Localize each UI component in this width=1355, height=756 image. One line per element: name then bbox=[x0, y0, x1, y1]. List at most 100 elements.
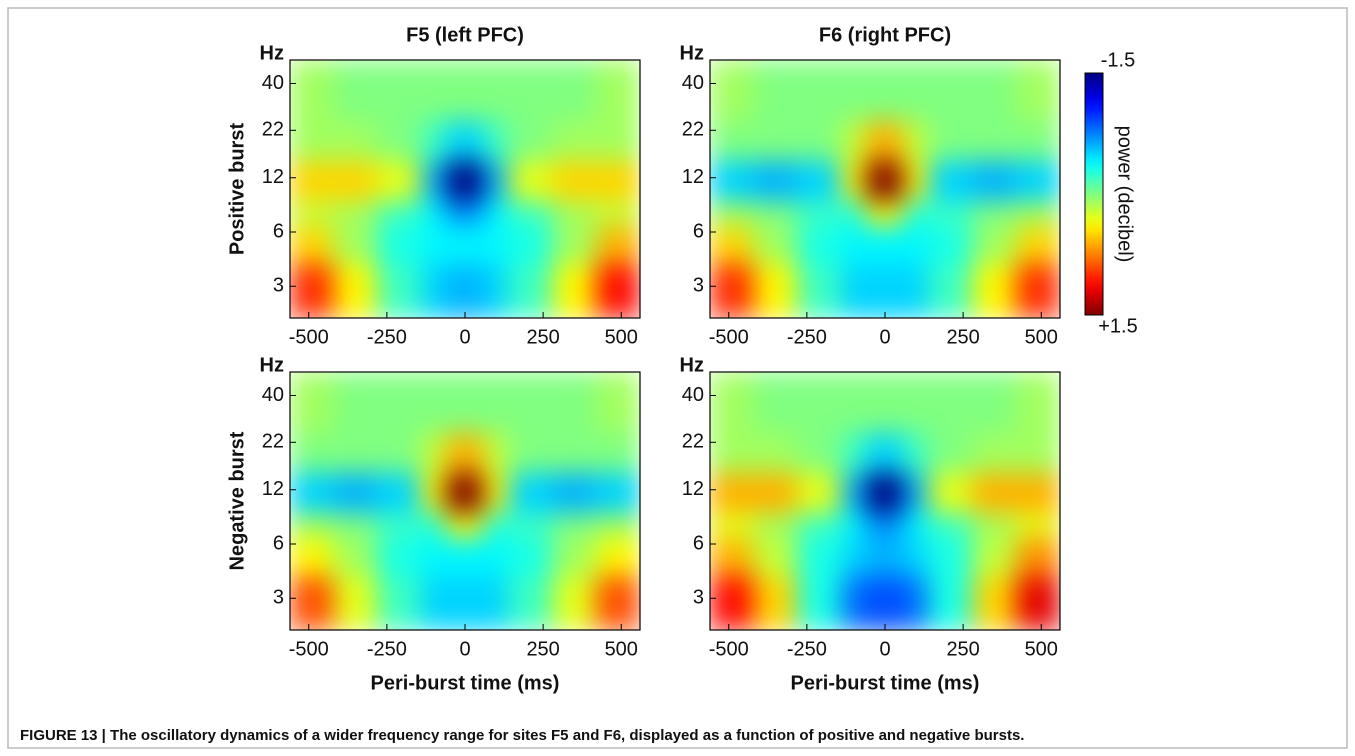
heatmap-cell bbox=[333, 471, 378, 513]
heatmap-cell bbox=[420, 575, 447, 630]
heatmap-cell bbox=[865, 575, 905, 630]
heatmap-cell bbox=[840, 471, 867, 513]
heatmap-cell bbox=[445, 263, 485, 318]
heatmap-cell bbox=[840, 431, 867, 473]
heatmap-cell bbox=[508, 372, 553, 433]
x-tick-label: 250 bbox=[526, 638, 559, 660]
heatmap-cell bbox=[840, 372, 867, 433]
y-tick-label: 22 bbox=[682, 119, 704, 141]
y-unit: Hz bbox=[260, 42, 284, 64]
y-tick-label: 22 bbox=[262, 119, 284, 141]
heatmap-cell bbox=[972, 199, 1017, 227]
y-tick-label: 12 bbox=[682, 478, 704, 500]
heatmap-cell bbox=[928, 511, 973, 539]
heatmap-cell bbox=[1015, 60, 1060, 121]
heatmap-cell bbox=[840, 511, 867, 539]
heatmap-cell bbox=[710, 575, 755, 630]
heatmap-cell bbox=[333, 263, 378, 318]
panel-title: F5 (left PFC) bbox=[406, 24, 524, 46]
colorbar-label: power (decibel) bbox=[1114, 126, 1136, 263]
heatmap-cell bbox=[445, 431, 485, 473]
x-tick-label: 0 bbox=[879, 326, 890, 348]
heatmap-cell bbox=[552, 199, 597, 227]
heatmap-cell bbox=[420, 511, 447, 539]
heatmap-cell bbox=[595, 60, 640, 121]
heatmap-cell bbox=[508, 225, 553, 265]
heatmap-cell bbox=[710, 60, 755, 121]
heatmap-cell bbox=[333, 60, 378, 121]
x-tick-label: 250 bbox=[946, 638, 979, 660]
heatmap-cell bbox=[903, 575, 930, 630]
heatmap-cell bbox=[865, 119, 905, 161]
heatmap-cell bbox=[840, 537, 867, 577]
heatmap-cell bbox=[972, 159, 1017, 201]
x-tick-label: 500 bbox=[605, 326, 638, 348]
heatmap-cell bbox=[290, 431, 335, 473]
heatmap-cell bbox=[483, 60, 510, 121]
heatmap-cell bbox=[420, 431, 447, 473]
heatmap-cell bbox=[710, 199, 755, 227]
heatmap-cell bbox=[420, 537, 447, 577]
heatmap-cell bbox=[797, 471, 842, 513]
y-tick-label: 40 bbox=[682, 72, 704, 94]
heatmap-cell bbox=[1015, 263, 1060, 318]
y-tick-label: 12 bbox=[262, 478, 284, 500]
heatmap-cell bbox=[903, 199, 930, 227]
heatmap-cell bbox=[595, 575, 640, 630]
colorbar-tick-label: +1.5 bbox=[1098, 315, 1137, 337]
heatmap-cell bbox=[552, 60, 597, 121]
heatmap-cell bbox=[903, 537, 930, 577]
x-axis-label: Peri-burst time (ms) bbox=[791, 672, 980, 694]
y-axis-label: Negative burst bbox=[226, 431, 248, 570]
heatmap bbox=[710, 60, 1060, 318]
heatmap-cell bbox=[928, 159, 973, 201]
heatmap-cell bbox=[595, 159, 640, 201]
y-tick-label: 3 bbox=[273, 587, 284, 609]
heatmap-cell bbox=[445, 372, 485, 433]
heatmap-cell bbox=[797, 511, 842, 539]
y-unit: Hz bbox=[680, 354, 704, 376]
heatmap-cell bbox=[903, 119, 930, 161]
y-tick-label: 40 bbox=[262, 384, 284, 406]
heatmap-cell bbox=[865, 159, 905, 201]
heatmap-cell bbox=[595, 225, 640, 265]
heatmap-cell bbox=[928, 263, 973, 318]
heatmap-cell bbox=[483, 372, 510, 433]
y-axis-label: Positive burst bbox=[226, 123, 248, 256]
heatmap-cell bbox=[928, 537, 973, 577]
heatmap-cell bbox=[797, 431, 842, 473]
heatmap-cell bbox=[1015, 511, 1060, 539]
heatmap-cell bbox=[552, 263, 597, 318]
heatmap-cell bbox=[508, 199, 553, 227]
y-tick-label: 6 bbox=[693, 220, 704, 242]
heatmap-cell bbox=[972, 511, 1017, 539]
colorbar-tick-label: -1.5 bbox=[1101, 49, 1135, 71]
y-tick-label: 3 bbox=[273, 275, 284, 297]
heatmap-cell bbox=[552, 225, 597, 265]
heatmap-cell bbox=[865, 511, 905, 539]
heatmap-cell bbox=[445, 60, 485, 121]
heatmap-cell bbox=[928, 431, 973, 473]
heatmap-cell bbox=[420, 199, 447, 227]
heatmap-cell bbox=[552, 372, 597, 433]
heatmap-cell bbox=[333, 119, 378, 161]
heatmap-cell bbox=[290, 199, 335, 227]
heatmap-cell bbox=[333, 225, 378, 265]
heatmap-cell bbox=[797, 199, 842, 227]
heatmap-cell bbox=[903, 159, 930, 201]
heatmap-cell bbox=[1015, 225, 1060, 265]
heatmap-cell bbox=[552, 575, 597, 630]
heatmap-cells bbox=[290, 372, 640, 630]
x-tick-label: 500 bbox=[1025, 326, 1058, 348]
heatmap-cell bbox=[753, 537, 798, 577]
x-tick-label: -250 bbox=[367, 326, 407, 348]
heatmap-cell bbox=[377, 372, 422, 433]
heatmap-cell bbox=[552, 537, 597, 577]
heatmap-cell bbox=[552, 119, 597, 161]
heatmap-cell bbox=[333, 575, 378, 630]
heatmap-cell bbox=[1015, 537, 1060, 577]
x-tick-label: -500 bbox=[709, 326, 749, 348]
heatmap-cell bbox=[840, 60, 867, 121]
heatmap-cell bbox=[333, 431, 378, 473]
